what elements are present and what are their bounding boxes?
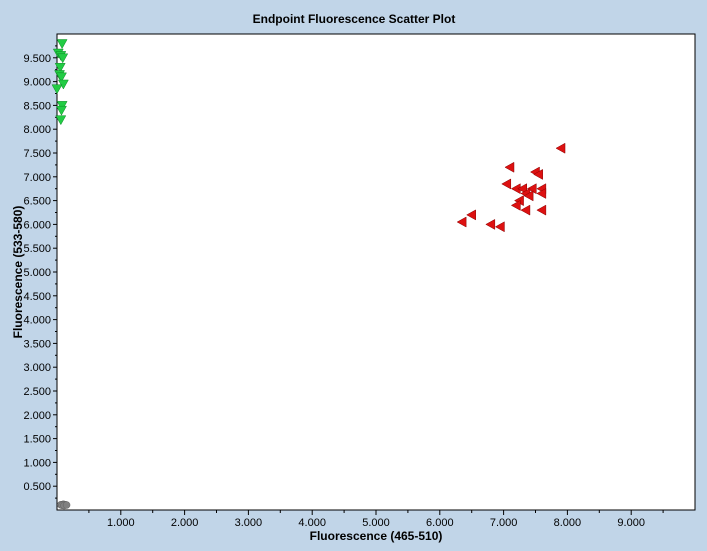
data-point-red	[555, 142, 566, 154]
y-tick-label: 8.500	[23, 100, 51, 112]
y-tick-label: 7.000	[23, 172, 51, 184]
y-tick-label: 5.000	[23, 267, 51, 279]
data-point-red	[466, 209, 476, 221]
data-point-red	[536, 204, 547, 216]
data-point-red	[536, 188, 547, 199]
data-point-green	[54, 63, 66, 73]
data-point-green	[56, 39, 68, 50]
plot-area	[56, 33, 696, 511]
data-point-green	[51, 84, 63, 95]
y-tick-label: 7.500	[23, 148, 51, 160]
x-tick-label: 6.000	[426, 517, 454, 529]
data-point-green	[56, 105, 67, 116]
x-tick-label: 4.000	[298, 517, 326, 529]
data-point-red	[533, 168, 543, 180]
data-point-green	[55, 115, 67, 126]
data-point-red	[485, 218, 496, 230]
y-tick-label: 6.500	[23, 196, 51, 208]
data-point-red	[510, 199, 521, 211]
x-axis: 1.000 2.000 3.000 4.000 5.000 6.000 7.000 8.000…	[88, 510, 664, 529]
data-point-red	[501, 178, 512, 190]
data-point-green	[56, 101, 68, 111]
chart-title: Endpoint Fluorescence Scatter Plot	[253, 12, 456, 26]
x-tick-label: 8.000	[554, 517, 582, 529]
x-tick-label: 9.000	[617, 517, 645, 529]
y-tick-label: 2.000	[23, 410, 51, 422]
x-tick-label: 5.000	[362, 517, 390, 529]
y-tick-label: 5.500	[23, 243, 51, 255]
y-tick-label: 4.500	[23, 291, 51, 303]
y-tick-label: 2.500	[23, 386, 51, 398]
y-tick-label: 9.500	[23, 53, 51, 65]
data-point-green	[57, 53, 69, 64]
y-tick-label: 9.000	[23, 77, 51, 89]
x-axis-label: Fluorescence (465-510)	[310, 529, 443, 543]
y-tick-label: 3.000	[23, 362, 51, 374]
data-points	[51, 39, 566, 510]
data-point-gray	[62, 501, 71, 509]
data-point-red	[523, 190, 534, 202]
data-point-green	[57, 79, 69, 90]
y-axis: 0.500 1.000 1.500 2.000 2.500 3.000 3.500 4.000…	[23, 45, 57, 499]
x-tick-label: 2.000	[171, 517, 199, 529]
y-tick-label: 1.000	[23, 457, 51, 469]
data-point-red	[504, 161, 515, 173]
x-tick-label: 3.000	[235, 517, 263, 529]
y-tick-label: 3.500	[23, 338, 51, 350]
data-point-green	[56, 72, 67, 83]
data-point-red	[526, 183, 537, 195]
y-axis-label: Fluorescence (533-580)	[11, 206, 25, 339]
data-point-red	[456, 216, 467, 228]
y-tick-label: 1.500	[23, 434, 51, 446]
x-tick-label: 1.000	[107, 517, 135, 529]
y-tick-label: 6.000	[23, 219, 51, 231]
y-tick-label: 0.500	[23, 481, 51, 493]
data-point-red	[520, 204, 531, 216]
y-tick-label: 8.000	[23, 124, 51, 136]
data-point-red	[494, 221, 505, 233]
y-tick-label: 4.000	[23, 315, 51, 327]
x-tick-label: 7.000	[490, 517, 518, 529]
